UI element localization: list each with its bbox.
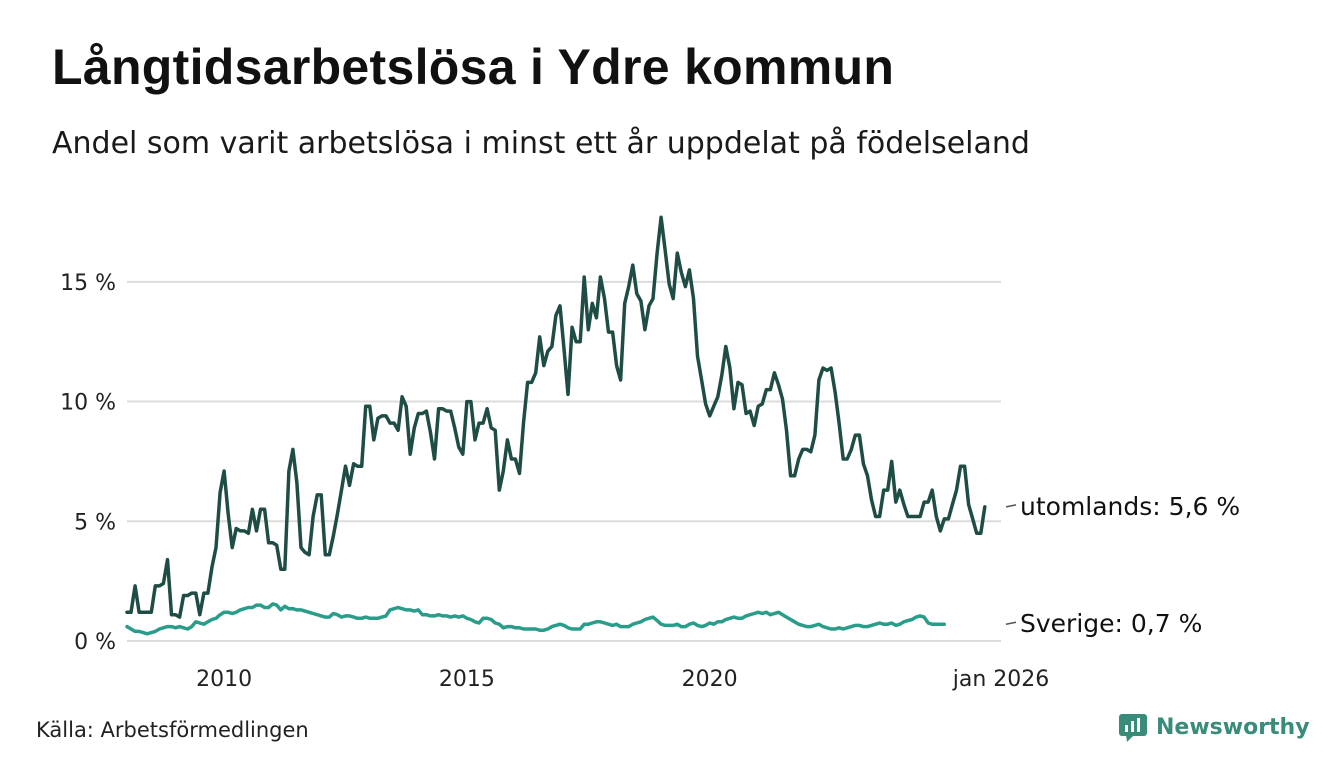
label-leader-line: [1005, 504, 1017, 508]
series-line-utomlands: [125, 215, 987, 619]
y-tick-label: 15 %: [60, 271, 116, 296]
chart-title: Långtidsarbetslösa i Ydre kommun: [52, 39, 895, 95]
series-end-label: Sverige: 0,7 %: [1020, 609, 1202, 638]
x-tick-label: 2020: [682, 667, 738, 692]
label-leader-line: [1005, 621, 1017, 625]
newsworthy-logo-icon: [1119, 714, 1147, 742]
y-tick-label: 5 %: [74, 510, 116, 535]
x-tick-label: 2015: [439, 667, 495, 692]
y-tick-label: 10 %: [60, 391, 116, 416]
x-tick-label: jan 2026: [952, 667, 1050, 692]
source-note: Källa: Arbetsförmedlingen: [36, 718, 309, 742]
y-tick-label: 0 %: [74, 630, 116, 655]
x-tick-label: 2010: [196, 667, 252, 692]
brand-logo[interactable]: Newsworthy: [1118, 712, 1310, 742]
chart-subtitle: Andel som varit arbetslösa i minst ett å…: [52, 126, 1030, 161]
series-end-label: utomlands: 5,6 %: [1020, 492, 1240, 521]
brand-name: Newsworthy: [1156, 714, 1310, 740]
series-line-sverige: [125, 602, 947, 636]
